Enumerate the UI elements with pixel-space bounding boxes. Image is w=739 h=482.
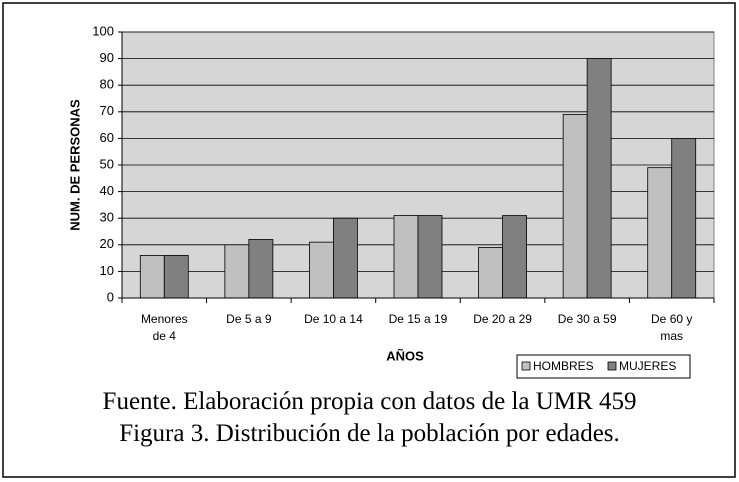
y-tick-label: 30 <box>100 210 114 225</box>
y-tick-label: 50 <box>100 156 114 171</box>
y-tick-label: 0 <box>107 289 114 304</box>
caption: Fuente. Elaboración propia con datos de … <box>102 388 637 415</box>
x-tick-label: Menores de 4 <box>140 312 188 343</box>
x-axis-label: AÑOS <box>386 348 424 363</box>
y-axis-label: NUM. DE PERSONAS <box>67 99 82 231</box>
bar <box>417 215 443 299</box>
bar <box>393 215 419 299</box>
y-tick-label: 60 <box>100 130 114 145</box>
bar <box>562 114 588 299</box>
y-tick-label: 80 <box>100 77 114 92</box>
legend-label: MUJERES <box>619 359 676 373</box>
bar <box>478 247 503 299</box>
bar <box>163 255 189 299</box>
y-tick-label: 20 <box>100 236 114 251</box>
y-tick-label: 40 <box>100 183 114 198</box>
x-tick-label: De 5 a 9 <box>226 312 272 326</box>
legend-label: HOMBRES <box>533 359 594 373</box>
bar <box>671 137 697 299</box>
bar <box>248 239 274 299</box>
bar <box>139 255 165 299</box>
x-tick-label: De 10 a 14 <box>304 312 363 326</box>
bar <box>647 167 673 299</box>
bar <box>586 58 612 299</box>
x-tick-label: De 20 a 29 <box>473 312 532 326</box>
y-tick-label: 70 <box>100 103 114 118</box>
legend-swatch <box>521 361 531 371</box>
bar <box>333 217 358 299</box>
caption: Figura 3. Distribución de la población p… <box>119 420 620 447</box>
bar <box>502 215 527 299</box>
x-tick-label: De 60 y mas <box>651 312 693 343</box>
x-tick-label: De 15 a 19 <box>388 312 448 326</box>
bar <box>309 241 334 299</box>
x-tick-label: De 30 a 59 <box>557 312 617 326</box>
y-tick-label: 100 <box>92 23 114 38</box>
bar <box>224 244 250 299</box>
legend-swatch <box>607 361 617 371</box>
legend <box>516 354 691 379</box>
y-tick-label: 10 <box>100 263 114 278</box>
y-tick-label: 90 <box>100 50 114 65</box>
